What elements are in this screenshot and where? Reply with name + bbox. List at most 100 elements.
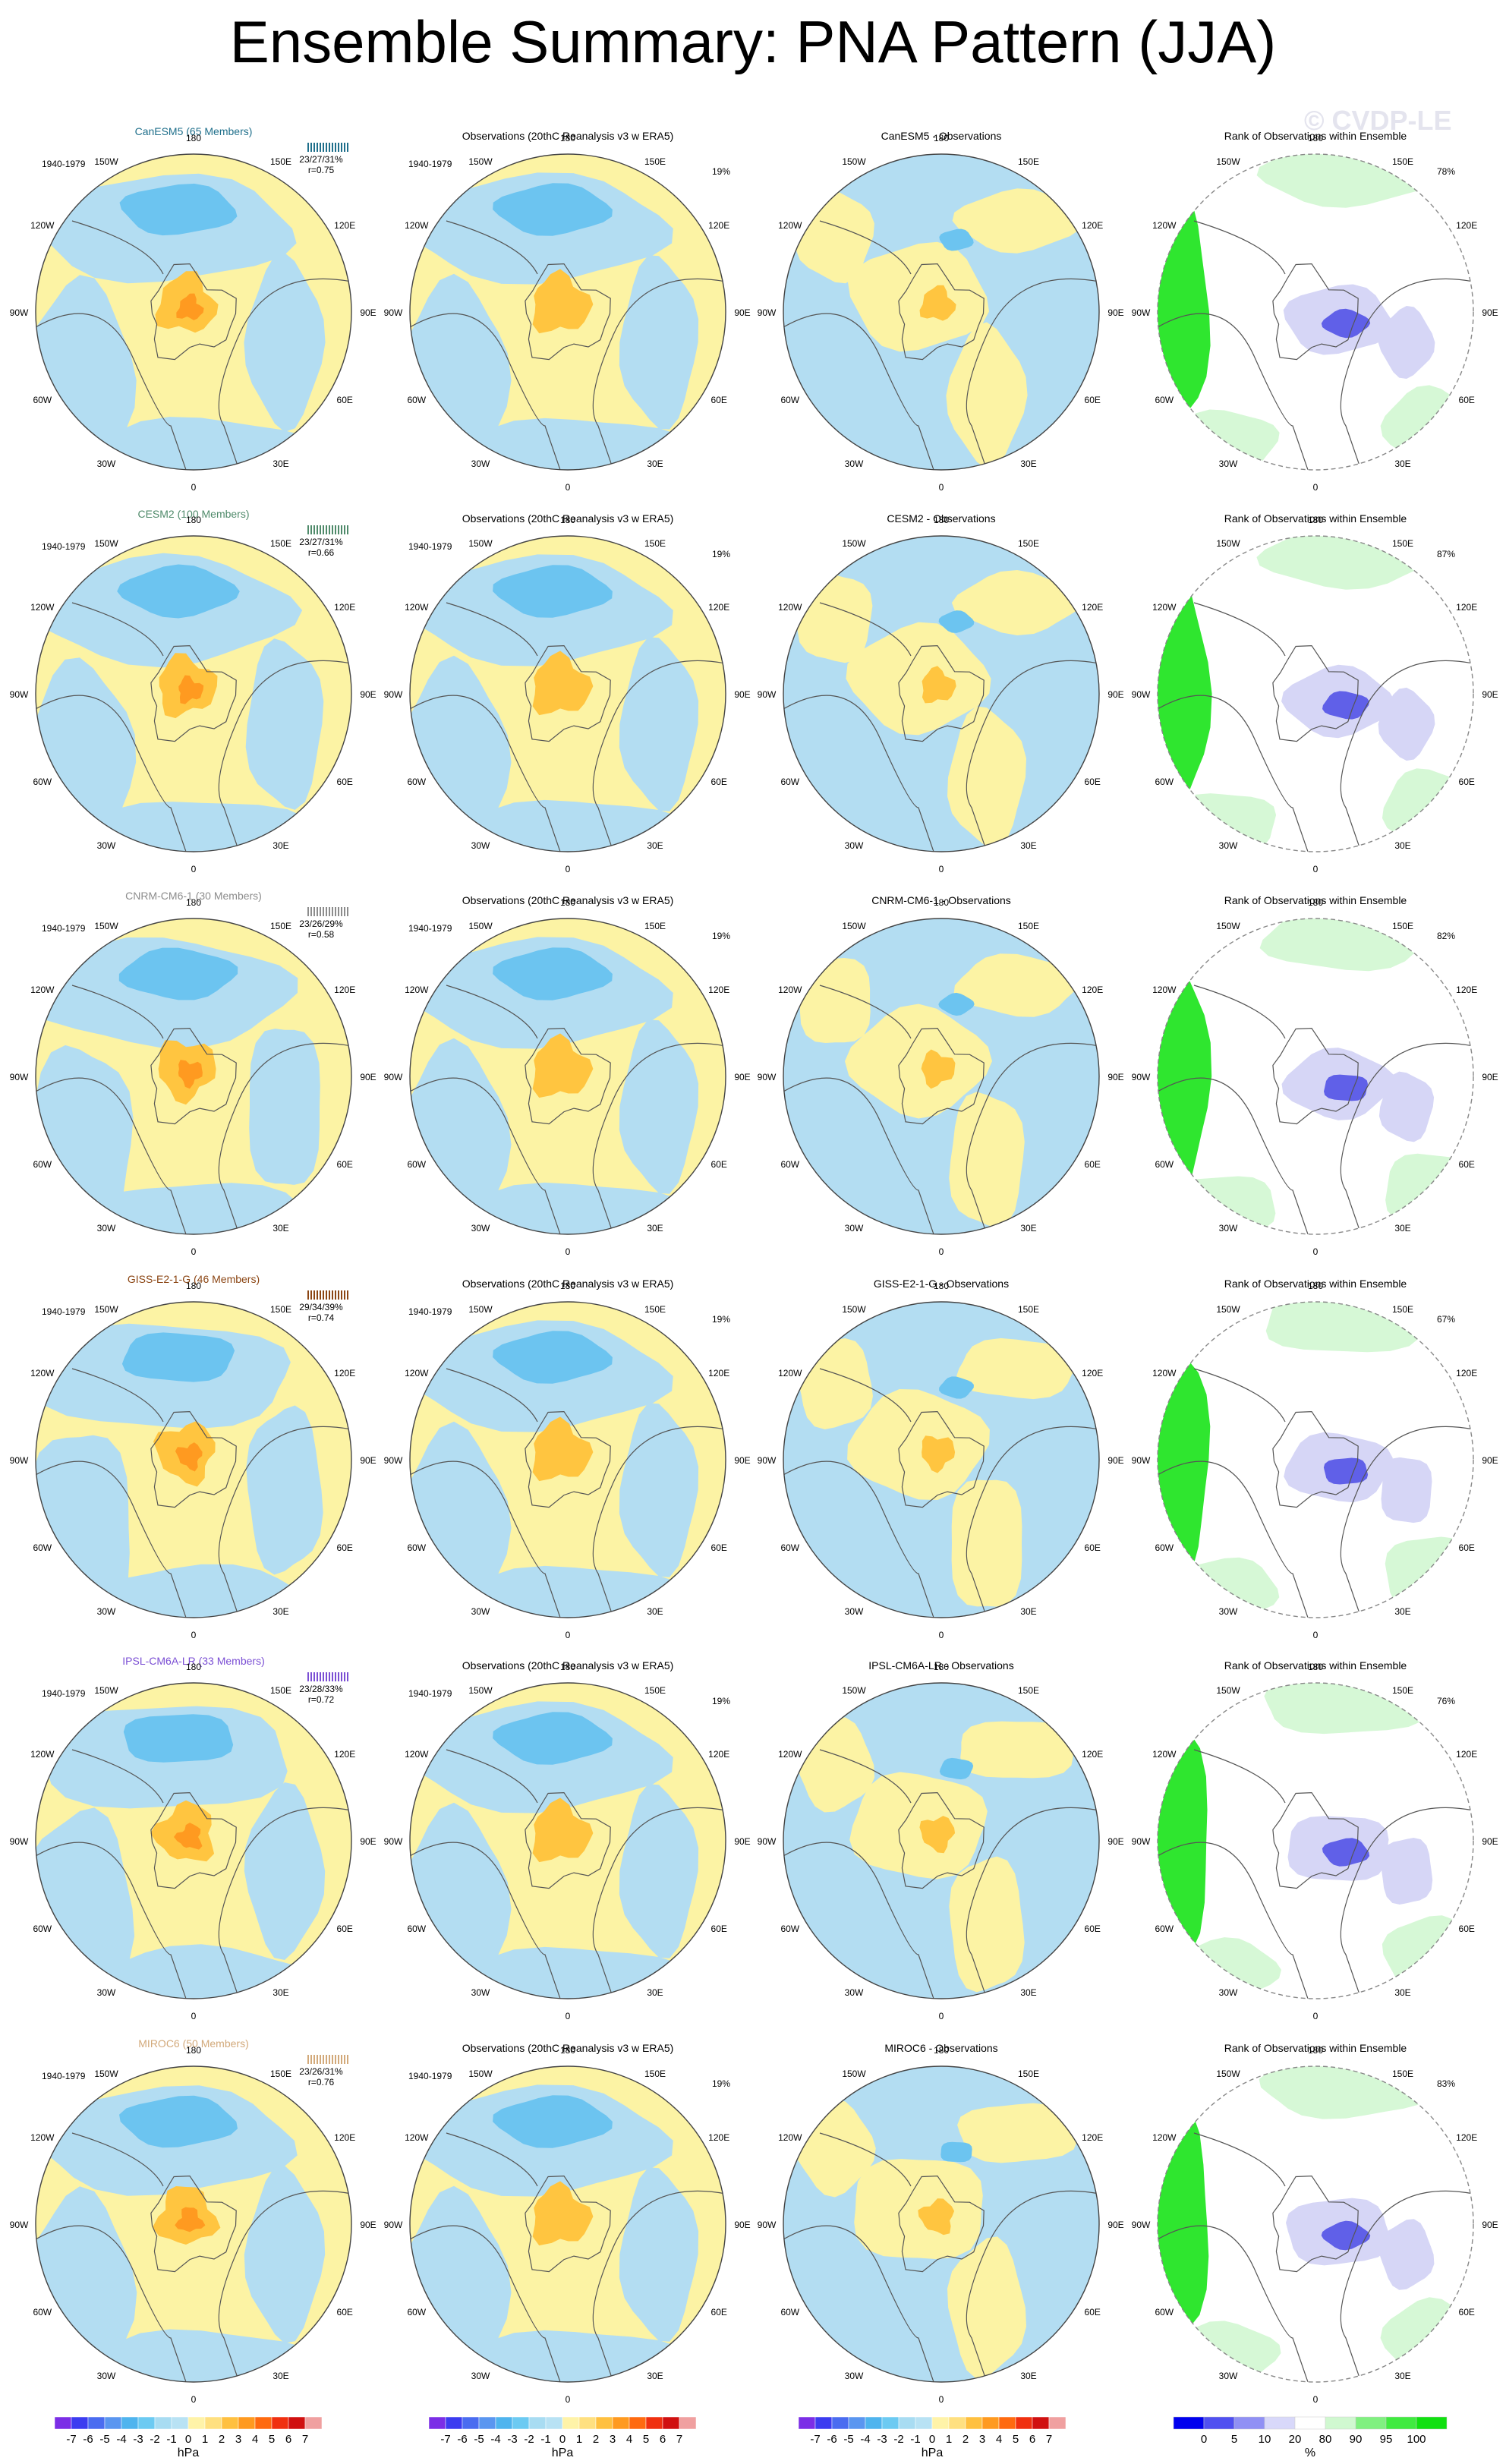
panel-model-mean: GISS-E2-1-G (46 Members) 1940-1979 29/34/3… bbox=[10, 1273, 376, 1640]
coastline bbox=[819, 602, 912, 657]
colorbar-swatch bbox=[428, 2416, 446, 2430]
panel-model-mean: MIROC6 (50 Members) 1940-1979 23/26/31%r=0… bbox=[10, 2037, 376, 2405]
negative-anomaly bbox=[461, 1946, 690, 1999]
spread-bar bbox=[317, 907, 318, 916]
colorbar-tick-label: 6 bbox=[1029, 2433, 1035, 2446]
positive-difference bbox=[953, 953, 1081, 1017]
colorbar-tick-label: -5 bbox=[474, 2433, 484, 2446]
negative-anomaly-core bbox=[493, 1712, 613, 1765]
coastline bbox=[410, 313, 561, 470]
high-rank-region bbox=[1158, 1725, 1208, 1956]
positive-difference bbox=[847, 1389, 990, 1500]
longitude-label: 150E bbox=[1392, 1685, 1413, 1696]
positive-anomaly-core bbox=[176, 293, 204, 320]
longitude-label: 60E bbox=[337, 1924, 353, 1934]
map-outline bbox=[35, 1682, 352, 1999]
longitude-label: 150E bbox=[644, 2069, 666, 2079]
spread-bar bbox=[344, 143, 345, 152]
colorbar-swatch bbox=[578, 2416, 597, 2430]
longitude-label: 0 bbox=[566, 1246, 571, 1257]
longitude-label: 30W bbox=[1219, 840, 1238, 851]
spread-bar bbox=[335, 1290, 336, 1300]
colorbar-swatch bbox=[271, 2416, 289, 2430]
longitude-label: 0 bbox=[191, 2011, 197, 2021]
spread-bar bbox=[341, 1290, 342, 1300]
longitude-label: 180 bbox=[934, 133, 949, 143]
negative-anomaly bbox=[78, 1944, 324, 1999]
colorbar-tick-label: 2 bbox=[593, 2433, 599, 2446]
colorbar-tick-label: -3 bbox=[133, 2433, 143, 2446]
coastline bbox=[783, 695, 934, 852]
correlation-label: r=0.74 bbox=[308, 1312, 335, 1323]
longitude-label: 120W bbox=[778, 602, 802, 613]
longitude-label: 0 bbox=[1313, 1246, 1319, 1257]
longitude-label: 60W bbox=[33, 777, 52, 787]
period-label: 1940-1979 bbox=[42, 159, 86, 169]
spread-bar bbox=[341, 525, 342, 534]
model-label: CESM2 (100 Members) bbox=[137, 508, 249, 520]
longitude-label: 90E bbox=[1482, 1455, 1498, 1466]
longitude-label: 150W bbox=[94, 1685, 118, 1696]
spread-bar bbox=[317, 525, 318, 534]
spread-bar bbox=[347, 907, 348, 916]
longitude-label: 120W bbox=[30, 1368, 55, 1379]
coastline bbox=[410, 695, 561, 852]
spread-bar bbox=[320, 907, 321, 916]
coastline bbox=[525, 1410, 611, 1508]
negative-anomaly-core bbox=[493, 1331, 613, 1384]
longitude-label: 30E bbox=[647, 1987, 663, 1998]
map-outline bbox=[783, 918, 1100, 1235]
longitude-label: 120E bbox=[1082, 985, 1103, 995]
negative-anomaly-core bbox=[119, 2095, 238, 2148]
negative-anomaly bbox=[92, 802, 310, 852]
stats-label: 29/34/39% bbox=[299, 1302, 343, 1312]
negative-anomaly bbox=[461, 1565, 690, 1618]
coastline bbox=[1158, 1460, 1309, 1618]
longitude-label: 150E bbox=[644, 1304, 666, 1315]
colorbar-tick-label: -4 bbox=[860, 2433, 870, 2446]
map-outline bbox=[409, 153, 726, 471]
longitude-label: 150W bbox=[1216, 2069, 1240, 2079]
coastline bbox=[1272, 263, 1359, 361]
longitude-label: 30E bbox=[273, 1987, 288, 1998]
spread-bar bbox=[329, 1290, 330, 1300]
positive-anomaly bbox=[532, 651, 594, 716]
longitude-label: 90W bbox=[384, 689, 403, 700]
spread-bar bbox=[332, 907, 333, 916]
longitude-label: 120E bbox=[334, 2132, 355, 2143]
spread-bar bbox=[329, 525, 330, 534]
map-outline bbox=[783, 153, 1100, 471]
coastline bbox=[1272, 1027, 1359, 1125]
spread-bar bbox=[323, 2055, 324, 2064]
spread-bar bbox=[307, 1672, 309, 1681]
colorbar-tick-label: -7 bbox=[440, 2433, 450, 2446]
positive-difference bbox=[952, 188, 1082, 254]
longitude-label: 90E bbox=[360, 2220, 376, 2230]
longitude-label: 30E bbox=[1020, 2371, 1036, 2381]
spread-bar bbox=[313, 525, 315, 534]
longitude-label: 150W bbox=[94, 921, 118, 931]
longitude-label: 90E bbox=[734, 1455, 750, 1466]
positive-anomaly-core bbox=[178, 675, 204, 704]
colorbar-swatch bbox=[1294, 2416, 1326, 2430]
longitude-label: 90W bbox=[384, 307, 403, 318]
rank-title: Rank of Observations within Ensemble bbox=[1224, 1659, 1407, 1672]
coastline bbox=[410, 2225, 561, 2382]
rank-title: Rank of Observations within Ensemble bbox=[1224, 512, 1407, 525]
spread-bar bbox=[307, 1290, 309, 1300]
colorbar-tick-label: -7 bbox=[66, 2433, 76, 2446]
coastline bbox=[1340, 660, 1473, 852]
longitude-label: 0 bbox=[939, 2011, 944, 2021]
longitude-label: 0 bbox=[1313, 2394, 1319, 2405]
longitude-label: 120W bbox=[778, 2132, 802, 2143]
colorbar-tick-label: -6 bbox=[83, 2433, 93, 2446]
spread-bar bbox=[341, 2055, 342, 2064]
longitude-label: 90W bbox=[384, 1455, 403, 1466]
longitude-label: 90E bbox=[360, 307, 376, 318]
spread-bar bbox=[326, 525, 327, 534]
longitude-label: 90E bbox=[1482, 1836, 1498, 1847]
spread-bar bbox=[332, 525, 333, 534]
negative-anomaly bbox=[461, 417, 690, 470]
